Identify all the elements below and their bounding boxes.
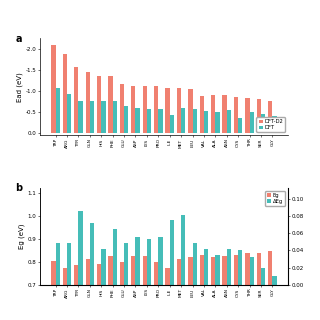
Bar bbox=[211, 95, 215, 133]
Bar bbox=[215, 255, 220, 285]
Bar bbox=[101, 249, 106, 285]
Bar bbox=[78, 212, 83, 285]
Bar bbox=[154, 262, 158, 320]
Bar bbox=[90, 223, 94, 285]
Bar bbox=[227, 249, 231, 285]
Bar bbox=[261, 115, 265, 133]
Bar bbox=[250, 112, 254, 133]
Bar bbox=[177, 88, 181, 133]
Bar bbox=[222, 95, 227, 133]
Bar bbox=[177, 260, 181, 320]
Bar bbox=[142, 86, 147, 133]
Bar bbox=[154, 86, 158, 133]
Bar bbox=[211, 257, 215, 320]
Bar bbox=[85, 260, 90, 320]
Legend: Eg, ΔEg: Eg, ΔEg bbox=[265, 191, 285, 206]
Bar bbox=[120, 262, 124, 320]
Bar bbox=[142, 256, 147, 320]
Bar bbox=[268, 252, 272, 320]
Bar bbox=[124, 244, 128, 285]
Y-axis label: Eg (eV): Eg (eV) bbox=[19, 224, 25, 249]
Bar bbox=[131, 256, 135, 320]
Bar bbox=[113, 101, 117, 133]
Bar bbox=[158, 237, 163, 285]
Bar bbox=[74, 68, 78, 133]
Bar bbox=[238, 118, 243, 133]
Bar bbox=[74, 265, 78, 320]
Bar bbox=[56, 88, 60, 133]
Bar bbox=[85, 72, 90, 133]
Bar bbox=[272, 116, 277, 133]
Bar bbox=[51, 45, 56, 133]
Bar bbox=[113, 229, 117, 285]
Bar bbox=[108, 76, 113, 133]
Bar bbox=[250, 257, 254, 285]
Bar bbox=[193, 244, 197, 285]
Bar bbox=[188, 89, 193, 133]
Bar bbox=[193, 109, 197, 133]
Bar bbox=[215, 112, 220, 133]
Bar bbox=[120, 84, 124, 133]
Y-axis label: Ead (eV): Ead (eV) bbox=[17, 72, 23, 101]
Bar bbox=[181, 108, 186, 133]
Bar bbox=[204, 249, 208, 285]
Bar bbox=[257, 252, 261, 320]
Bar bbox=[188, 257, 193, 320]
Bar bbox=[67, 94, 71, 133]
Bar bbox=[135, 108, 140, 133]
Bar bbox=[131, 86, 135, 133]
Text: a: a bbox=[15, 34, 22, 44]
Bar bbox=[165, 268, 170, 320]
Bar bbox=[170, 115, 174, 133]
Bar bbox=[204, 111, 208, 133]
Bar bbox=[101, 101, 106, 133]
Bar bbox=[268, 101, 272, 133]
Bar bbox=[78, 100, 83, 133]
Bar bbox=[56, 244, 60, 285]
Bar bbox=[245, 252, 250, 320]
Text: b: b bbox=[15, 183, 22, 193]
Bar bbox=[200, 96, 204, 133]
Bar bbox=[234, 97, 238, 133]
Bar bbox=[238, 250, 243, 285]
Bar bbox=[147, 239, 151, 285]
Bar bbox=[170, 220, 174, 285]
Bar bbox=[97, 264, 101, 320]
Bar bbox=[124, 106, 128, 133]
Bar bbox=[97, 76, 101, 133]
Bar bbox=[165, 88, 170, 133]
Bar bbox=[135, 237, 140, 285]
Bar bbox=[261, 268, 265, 285]
Legend: DFT-D2, DFT: DFT-D2, DFT bbox=[256, 117, 285, 132]
Bar bbox=[108, 256, 113, 320]
Bar bbox=[227, 110, 231, 133]
Bar bbox=[234, 255, 238, 320]
Bar bbox=[272, 276, 277, 285]
Bar bbox=[67, 244, 71, 285]
Bar bbox=[90, 101, 94, 133]
Bar bbox=[51, 261, 56, 320]
Bar bbox=[257, 99, 261, 133]
Bar bbox=[158, 109, 163, 133]
Bar bbox=[245, 98, 250, 133]
Bar bbox=[63, 54, 67, 133]
Bar bbox=[200, 255, 204, 320]
Bar bbox=[63, 268, 67, 320]
Bar bbox=[181, 215, 186, 285]
Bar bbox=[222, 256, 227, 320]
Bar bbox=[147, 109, 151, 133]
